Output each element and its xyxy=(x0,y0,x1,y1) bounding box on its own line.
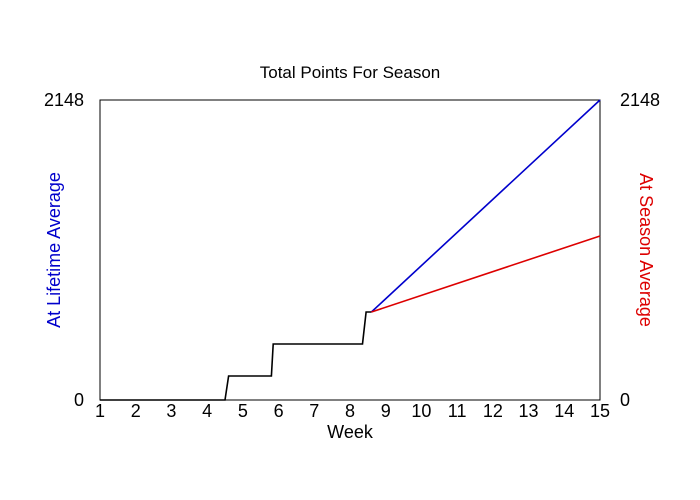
x-axis-label: Week xyxy=(327,422,374,442)
x-tick-label: 4 xyxy=(202,401,212,421)
chart-title: Total Points For Season xyxy=(260,63,440,82)
left-axis-label: At Lifetime Average xyxy=(44,172,64,328)
x-tick-label: 14 xyxy=(554,401,574,421)
x-tick-label: 11 xyxy=(448,401,467,421)
x-tick-label: 5 xyxy=(238,401,248,421)
x-tick-label: 7 xyxy=(309,401,319,421)
x-tick-label: 8 xyxy=(345,401,355,421)
x-tick-label: 2 xyxy=(131,401,141,421)
right-y-tick-label: 0 xyxy=(620,390,630,410)
series-layer xyxy=(100,99,601,401)
x-tick-label: 10 xyxy=(411,401,431,421)
x-tick-label: 1 xyxy=(95,401,105,421)
plot-frame xyxy=(99,99,601,401)
actual-series-line xyxy=(100,311,372,401)
left-y-tick-label: 0 xyxy=(74,390,84,410)
right-y-tick-label: 2148 xyxy=(620,90,660,110)
left-y-tick-label: 2148 xyxy=(44,90,84,110)
x-axis-ticks: 1 2 3 4 5 6 7 8 9 10 11 12 13 14 15 xyxy=(95,401,610,421)
y-axis-ticks: 0 2148 0 2148 xyxy=(44,90,660,410)
x-tick-label: 3 xyxy=(166,401,176,421)
right-axis-label: At Season Average xyxy=(636,173,656,327)
x-tick-label: 13 xyxy=(519,401,539,421)
lifetime-series-line xyxy=(370,99,601,313)
x-tick-label: 6 xyxy=(274,401,284,421)
x-tick-label: 15 xyxy=(590,401,610,421)
x-tick-label: 9 xyxy=(381,401,391,421)
x-tick-label: 12 xyxy=(483,401,503,421)
season-series-line xyxy=(371,235,601,313)
